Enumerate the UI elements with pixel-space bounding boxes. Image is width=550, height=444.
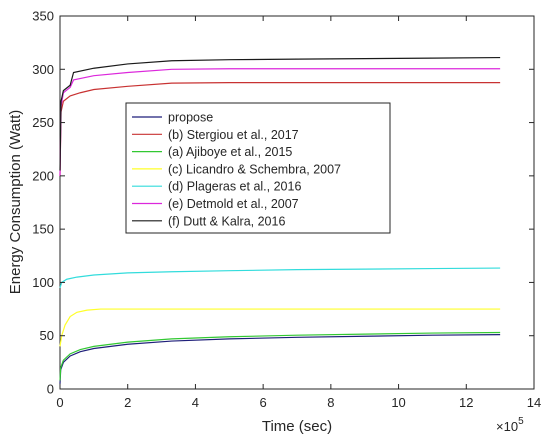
x-tick-label: 10: [391, 395, 405, 410]
x-tick-label: 14: [527, 395, 541, 410]
y-tick-label: 200: [32, 168, 54, 183]
x-axis-label: Time (sec): [262, 418, 332, 435]
legend-label: (a) Ajiboye et al., 2015: [168, 145, 292, 159]
legend: propose (b) Stergiou et al., 2017 (a) Ajib…: [125, 102, 391, 234]
legend-label: propose: [168, 111, 213, 125]
legend-items: propose (b) Stergiou et al., 2017 (a) Ajib…: [132, 111, 341, 228]
y-tick-label: 150: [32, 222, 54, 237]
legend-label: (f) Dutt & Kalra, 2016: [168, 214, 285, 228]
x-tick-label: 0: [56, 395, 63, 410]
x-tick-label: 6: [260, 395, 267, 410]
series-line-5: [59, 267, 501, 288]
legend-box: [125, 102, 391, 234]
series-line-4: [59, 308, 501, 347]
series-line-7: [59, 56, 501, 171]
x-multiplier-exponent: 5: [518, 416, 524, 427]
y-axis-label: Energy Consumption (Watt): [7, 110, 24, 295]
y-tick-label: 300: [32, 62, 54, 77]
y-axis: 0 50 100 150 200 250 300 350: [32, 9, 534, 397]
x-axis: 0 2 4 6 8 10 12 14: [56, 16, 541, 410]
x-tick-label: 12: [459, 395, 473, 410]
x-tick-label: 2: [124, 395, 131, 410]
y-tick-label: 50: [40, 328, 54, 343]
series-line-2: [59, 82, 501, 176]
y-tick-label: 350: [32, 9, 54, 24]
legend-label: (b) Stergiou et al., 2017: [168, 128, 299, 142]
y-tick-label: 0: [47, 382, 54, 397]
series-line-3: [59, 331, 501, 381]
x-tick-label: 8: [327, 395, 334, 410]
y-tick-label: 100: [32, 275, 54, 290]
x-tick-label: 4: [192, 395, 199, 410]
series-line-1: [59, 334, 501, 384]
x-multiplier: ×105: [496, 416, 524, 434]
series-layer: [59, 56, 501, 384]
legend-label: (d) Plageras et al., 2016: [168, 180, 301, 194]
legend-label: (c) Licandro & Schembra, 2007: [168, 162, 341, 176]
y-tick-label: 250: [32, 115, 54, 130]
legend-label: (e) Detmold et al., 2007: [168, 197, 299, 211]
x-multiplier-base: ×10: [496, 419, 518, 434]
